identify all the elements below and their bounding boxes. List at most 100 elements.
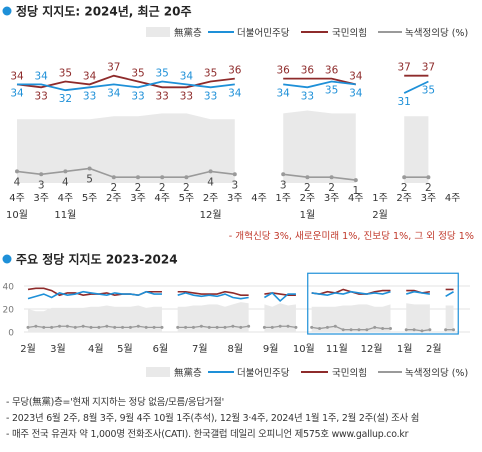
chart2-title: 주요 정당 지지도 2023-2024 <box>16 252 178 267</box>
x-month-label: 6월 <box>153 343 169 355</box>
justice-value-label: 4 <box>207 176 214 188</box>
x-month-label: 7월 <box>192 343 208 355</box>
legend-ppp-label: 국민의힘 <box>332 28 367 39</box>
justice-point <box>65 324 69 328</box>
justice-point <box>239 325 243 329</box>
justice-point <box>373 325 377 329</box>
minjoo-value-label: 34 <box>10 87 24 99</box>
legend-nonparty-swatch <box>146 367 170 377</box>
justice-point <box>325 325 329 329</box>
justice-line-seg-0 <box>16 167 235 178</box>
justice-line-seg-1 <box>177 325 249 329</box>
ppp-line-seg-2 <box>264 292 296 297</box>
justice-value-label: 2 <box>183 182 190 194</box>
justice-value-label: 2 <box>401 182 408 194</box>
minjoo-value-label: 33 <box>301 90 314 102</box>
chart2-highlight-box <box>307 272 459 335</box>
x-month-label: 11월 <box>54 209 76 221</box>
justice-point <box>452 328 456 332</box>
x-tick-label: 5주 <box>179 193 195 204</box>
justice-point <box>223 325 227 329</box>
x-month-label: 12월 <box>200 209 222 221</box>
justice-point <box>329 175 334 180</box>
nonparty-area-seg-0 <box>28 305 162 332</box>
legend-minjoo-label: 더불어민주당 <box>237 28 290 39</box>
x-tick-label: 4주 <box>58 193 74 204</box>
justice-point <box>184 325 188 329</box>
ppp-value-label: 35 <box>131 68 144 80</box>
ppp-value-label: 34 <box>83 70 97 82</box>
justice-point <box>58 324 62 328</box>
justice-point <box>357 328 361 332</box>
justice-point <box>50 325 54 329</box>
justice-point <box>105 324 109 328</box>
x-tick-label: 4주 <box>9 193 25 204</box>
chart1-legend: 無黨층 더불어민주당 국민의힘 녹색정의당 (%) <box>146 27 468 39</box>
justice-point <box>199 324 203 328</box>
justice-point <box>191 325 195 329</box>
footnote-methodology: - 매주 전국 유권자 약 1,000명 전화조사(CATI). 한국갤럽 데일… <box>6 429 409 440</box>
justice-point <box>270 325 274 329</box>
minjoo-value-label: 34 <box>349 87 363 99</box>
title-bullet-icon <box>2 6 12 16</box>
justice-point <box>152 325 156 329</box>
ppp-value-label: 35 <box>59 68 72 80</box>
x-tick-label: 3주 <box>130 193 146 204</box>
justice-point <box>381 327 385 331</box>
x-month-label: 2월 <box>20 343 36 355</box>
chart2-x-axis: 2월 3월 4월 5월 6월 7월 8월 9월 10월 11월 12월 1월 2월 <box>20 343 441 355</box>
justice-point <box>281 172 286 177</box>
justice-point <box>160 325 164 329</box>
x-month-label: 5월 <box>117 343 133 355</box>
justice-point <box>42 325 46 329</box>
justice-value-label: 2 <box>328 182 335 194</box>
justice-value-label: 2 <box>110 182 117 194</box>
x-tick-label: 5주 <box>82 193 98 204</box>
legend-justice-label: 녹색정의당 (%) <box>405 28 468 39</box>
justice-point <box>73 325 77 329</box>
justice-point <box>113 325 117 329</box>
x-month-label: 3월 <box>50 343 66 355</box>
legend-nonparty-swatch <box>146 27 170 37</box>
minjoo-line-seg-3 <box>311 290 391 297</box>
minjoo-value-label: 34 <box>180 70 194 82</box>
justice-point <box>341 328 345 332</box>
chart1-x-axis: 4주 3주 4주 5주 2주 3주 4주 5주 2주 3주 4주 1주 2주 3주 4주 1주 2주 3주 4주 10… <box>6 193 460 221</box>
justice-point <box>128 325 132 329</box>
chart1-annotation: - 개혁신당 3%, 새로운미래 1%, 진보당 1%, 그 외 정당 1% <box>229 230 474 242</box>
x-tick-label: 1주 <box>372 193 388 204</box>
ppp-value-label: 36 <box>277 65 291 77</box>
trend-2023-2024-chart: 주요 정당 지지도 2023-2024 0 20 40 2월 3월 4월 5월 6월 7월 8월… <box>2 252 470 379</box>
justice-point <box>184 175 189 180</box>
nonparty-area-seg-2 <box>404 116 429 183</box>
justice-point <box>34 324 38 328</box>
ppp-line-seg-1 <box>283 77 357 86</box>
x-month-label: 1월 <box>397 343 413 355</box>
chart1-data-labels: 3434434333323543334534372333523533234332… <box>10 62 435 197</box>
chart2-nonparty-areas <box>28 302 454 332</box>
y-tick-label: 40 <box>3 283 15 293</box>
x-month-label: 4월 <box>88 343 104 355</box>
justice-point <box>232 172 237 177</box>
justice-value-label: 2 <box>304 182 311 194</box>
justice-point <box>160 175 165 180</box>
chart2-series-lines <box>26 287 456 333</box>
justice-value-label: 2 <box>425 182 432 194</box>
justice-point <box>349 328 353 332</box>
minjoo-value-label: 35 <box>422 85 435 97</box>
minjoo-line-seg-1 <box>177 292 249 300</box>
minjoo-line-seg-1 <box>283 80 356 89</box>
nonparty-area-seg-5 <box>445 305 454 332</box>
minjoo-value-label: 33 <box>83 90 96 102</box>
justice-line-seg-4 <box>406 329 430 332</box>
justice-point <box>404 328 408 332</box>
footnote-nonparty-definition: - 무당(無黨)층='현재 지지하는 정당 없음/모름/응답거절' <box>6 397 224 408</box>
justice-point <box>420 329 424 333</box>
x-month-label: 10월 <box>293 343 315 355</box>
x-tick-label: 4주 <box>154 193 170 204</box>
justice-point <box>207 325 211 329</box>
justice-point <box>215 325 219 329</box>
justice-point <box>176 325 180 329</box>
nonparty-area-seg-1 <box>283 110 356 183</box>
justice-point <box>26 325 30 329</box>
